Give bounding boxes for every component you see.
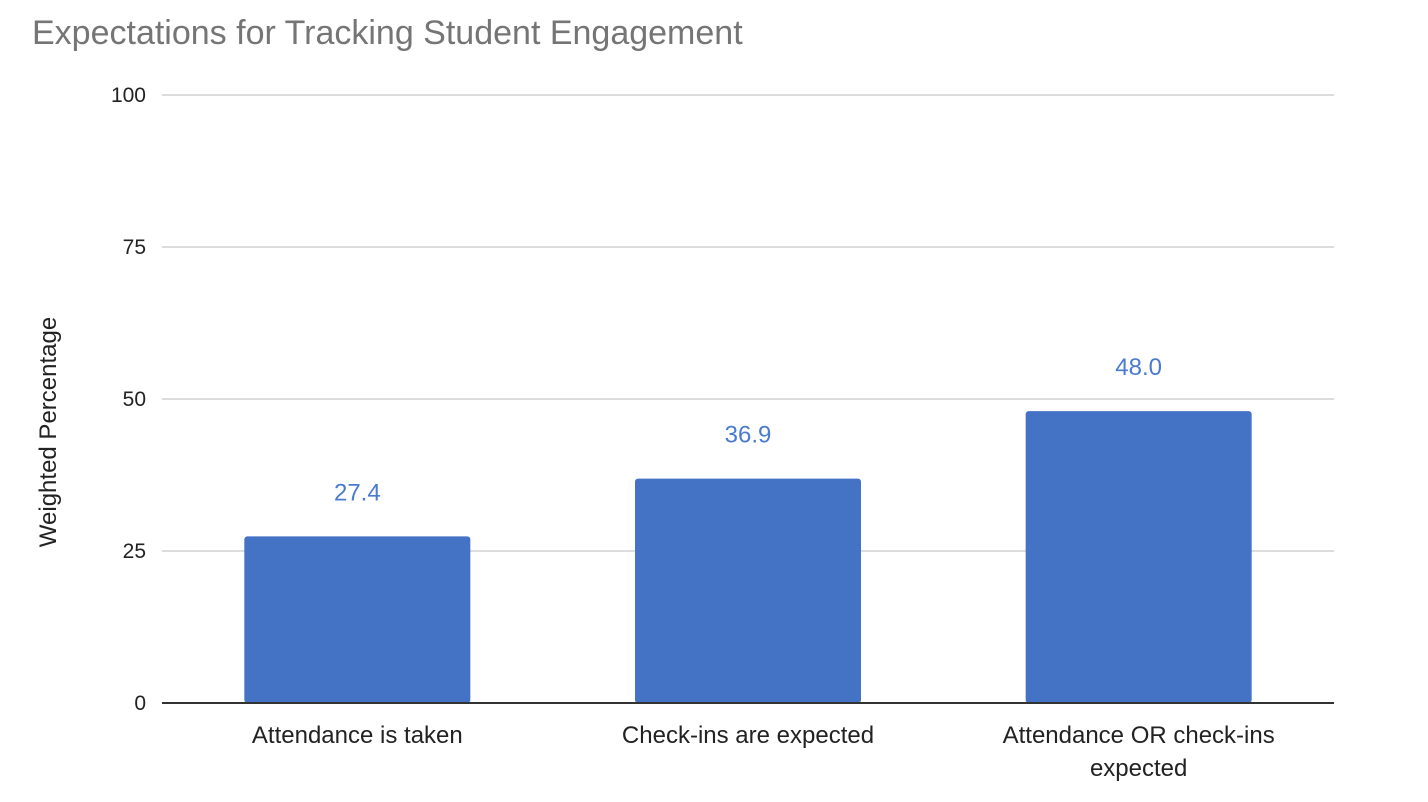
x-category-label: expected [1090,755,1187,782]
y-axis-title: Weighted Percentage [35,317,62,547]
bar [244,536,471,703]
y-axis-ticks: 0 25 50 75 100 [111,84,146,715]
y-tick-label: 100 [111,84,146,107]
data-labels: 27.4 36.9 48.0 [334,354,1162,506]
bar [635,478,861,703]
x-category-label: Attendance OR check-ins [1003,722,1275,749]
x-axis-categories: Attendance is taken Check-ins are expecte… [252,722,1275,782]
bar-value-label: 27.4 [334,479,381,506]
bar [1025,411,1252,703]
x-category-label: Attendance is taken [252,722,463,749]
x-category-label: Check-ins are expected [622,722,874,749]
y-tick-label: 50 [123,388,146,411]
bar-value-label: 36.9 [725,422,772,449]
bar-value-label: 48.0 [1115,354,1162,381]
y-tick-label: 0 [134,692,146,715]
y-tick-label: 75 [123,236,146,259]
bars [244,411,1252,703]
chart-title: Expectations for Tracking Student Engage… [32,14,743,52]
y-tick-label: 25 [123,540,146,563]
